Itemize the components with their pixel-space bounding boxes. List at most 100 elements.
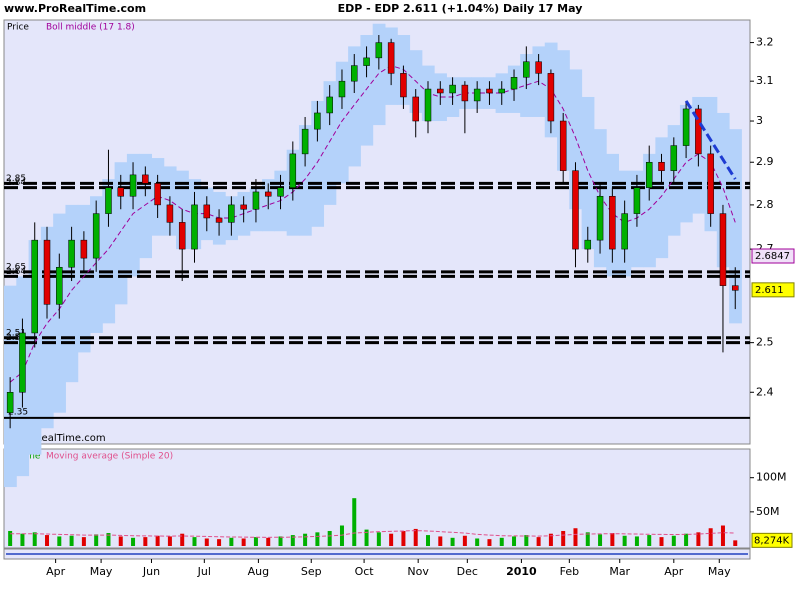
level-label: 2.84 <box>6 178 26 188</box>
volume-bar <box>327 530 332 546</box>
boll-band <box>581 96 595 250</box>
volume-tick-label: 50M <box>756 505 780 518</box>
candle-body <box>351 65 358 82</box>
boll-band <box>102 179 116 324</box>
volume-bar <box>32 532 37 546</box>
y-tick-label: 2.8 <box>756 198 774 211</box>
legend-volume-ma: Moving average (Simple 20) <box>46 452 173 462</box>
volume-bar <box>155 535 160 546</box>
candle-body <box>645 161 653 188</box>
volume-bar <box>81 537 86 546</box>
candle-body <box>535 61 542 74</box>
volume-bar <box>684 533 689 546</box>
candle-body <box>289 153 297 188</box>
candle-body <box>203 204 211 219</box>
candle-body <box>387 42 395 74</box>
volume-bar <box>389 533 394 546</box>
volume-bar <box>634 536 639 546</box>
x-tick-label: Jun <box>142 565 160 578</box>
candle-body <box>498 88 505 94</box>
candle-body <box>191 204 198 250</box>
volume-bar <box>585 532 590 546</box>
volume-bar <box>659 537 664 546</box>
candle-body <box>338 80 346 98</box>
volume-box <box>751 532 793 548</box>
candle-body <box>80 239 88 259</box>
boll-band <box>311 100 325 227</box>
candle-body <box>178 222 186 250</box>
legend-price: Price <box>7 23 29 33</box>
candle-body <box>449 84 456 94</box>
volume-bar <box>487 539 492 546</box>
price-box <box>751 248 795 264</box>
volume-bar <box>131 537 136 546</box>
candle-body <box>621 213 628 250</box>
candle-body <box>240 204 247 210</box>
level-label: 2.85 <box>6 174 26 184</box>
level-label: 2.64 <box>6 267 26 277</box>
volume-bar <box>217 539 222 546</box>
x-tick-label: Apr <box>664 565 684 578</box>
copyright: © ProRealTime.com <box>6 433 106 444</box>
y-tick-label: 2.4 <box>756 385 774 398</box>
candle-body <box>6 392 14 413</box>
candle-body <box>596 195 604 241</box>
volume-bar <box>426 535 431 546</box>
candle-body <box>117 187 125 197</box>
volume-bar <box>733 540 738 546</box>
volume-bar <box>561 530 566 546</box>
candle-body <box>129 174 137 197</box>
site: www.ProRealTime.com <box>4 2 146 15</box>
trendline <box>684 100 737 180</box>
volume-tick-label: 100M <box>756 471 787 484</box>
volume-bar <box>241 538 246 546</box>
x-tick-label: Dec <box>457 565 478 578</box>
volume-bar <box>57 536 62 546</box>
candle-body <box>486 88 493 94</box>
candle-body <box>732 285 739 291</box>
volume-bar <box>192 537 197 546</box>
x-tick-label: 2010 <box>506 565 537 578</box>
volume-bar <box>8 530 13 546</box>
volume-bar <box>475 538 480 546</box>
volume-bar <box>720 525 725 546</box>
volume-bar <box>524 535 529 546</box>
volume-bar <box>598 534 603 546</box>
volume-bar <box>708 528 713 546</box>
volume-bar <box>352 498 357 546</box>
candle-body <box>228 204 235 223</box>
boll-band <box>77 204 91 353</box>
candle-body <box>682 108 690 146</box>
boll-band <box>114 162 128 305</box>
volume-ma <box>10 530 736 538</box>
x-tick-label: Jul <box>197 565 211 578</box>
volume-bar <box>671 535 676 546</box>
candle-body <box>68 239 75 268</box>
volume-bar <box>253 537 258 546</box>
support-label: 2.35 <box>8 407 28 417</box>
candle-body <box>326 96 333 114</box>
y-tick-label: 3.1 <box>756 74 774 87</box>
level-label: 2.51 <box>6 328 26 338</box>
x-tick-label: Feb <box>560 565 579 578</box>
candle-body <box>584 239 592 250</box>
candle-body <box>707 153 714 214</box>
candle-body <box>695 108 702 155</box>
candle-body <box>264 191 272 197</box>
candle-body <box>670 145 678 171</box>
candle-body <box>633 187 641 214</box>
x-tick-label: Aug <box>248 565 269 578</box>
volume-bar <box>94 534 99 546</box>
volume-bar <box>696 532 701 546</box>
volume-bar <box>536 537 541 546</box>
level-label: 2.5 <box>6 333 20 343</box>
candle-body <box>424 88 432 122</box>
candle-body <box>375 42 383 59</box>
candle-body <box>43 239 51 305</box>
candle-body <box>510 77 518 90</box>
volume-bar <box>69 535 74 546</box>
candle-body <box>31 239 38 334</box>
candle-body <box>547 73 555 122</box>
